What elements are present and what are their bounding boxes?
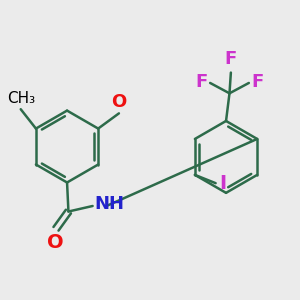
Text: F: F [225, 50, 237, 68]
Text: F: F [252, 73, 264, 91]
Text: O: O [111, 93, 127, 111]
Text: I: I [219, 174, 226, 193]
Text: NH: NH [94, 195, 124, 213]
Text: CH₃: CH₃ [7, 92, 35, 106]
Text: O: O [47, 233, 64, 252]
Text: F: F [195, 73, 207, 91]
